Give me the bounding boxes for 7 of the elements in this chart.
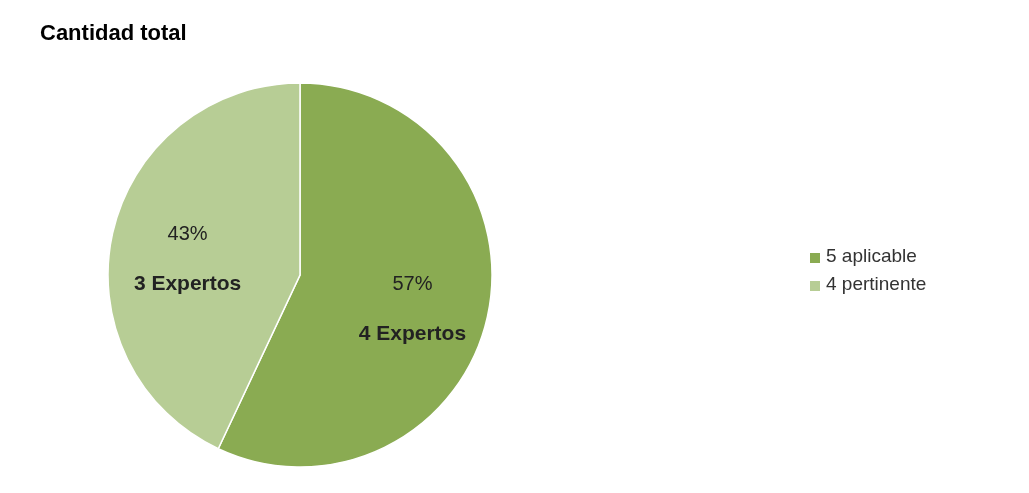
data-label: 43% bbox=[167, 221, 208, 244]
chart-title: Cantidad total bbox=[40, 20, 187, 45]
data-label: 57% bbox=[392, 272, 433, 295]
legend-label: 5 aplicable bbox=[826, 245, 917, 266]
text: 4 Expertos bbox=[358, 321, 467, 345]
text: 3 Expertos bbox=[133, 270, 242, 294]
legend-label: 4 pertinente bbox=[826, 273, 927, 294]
